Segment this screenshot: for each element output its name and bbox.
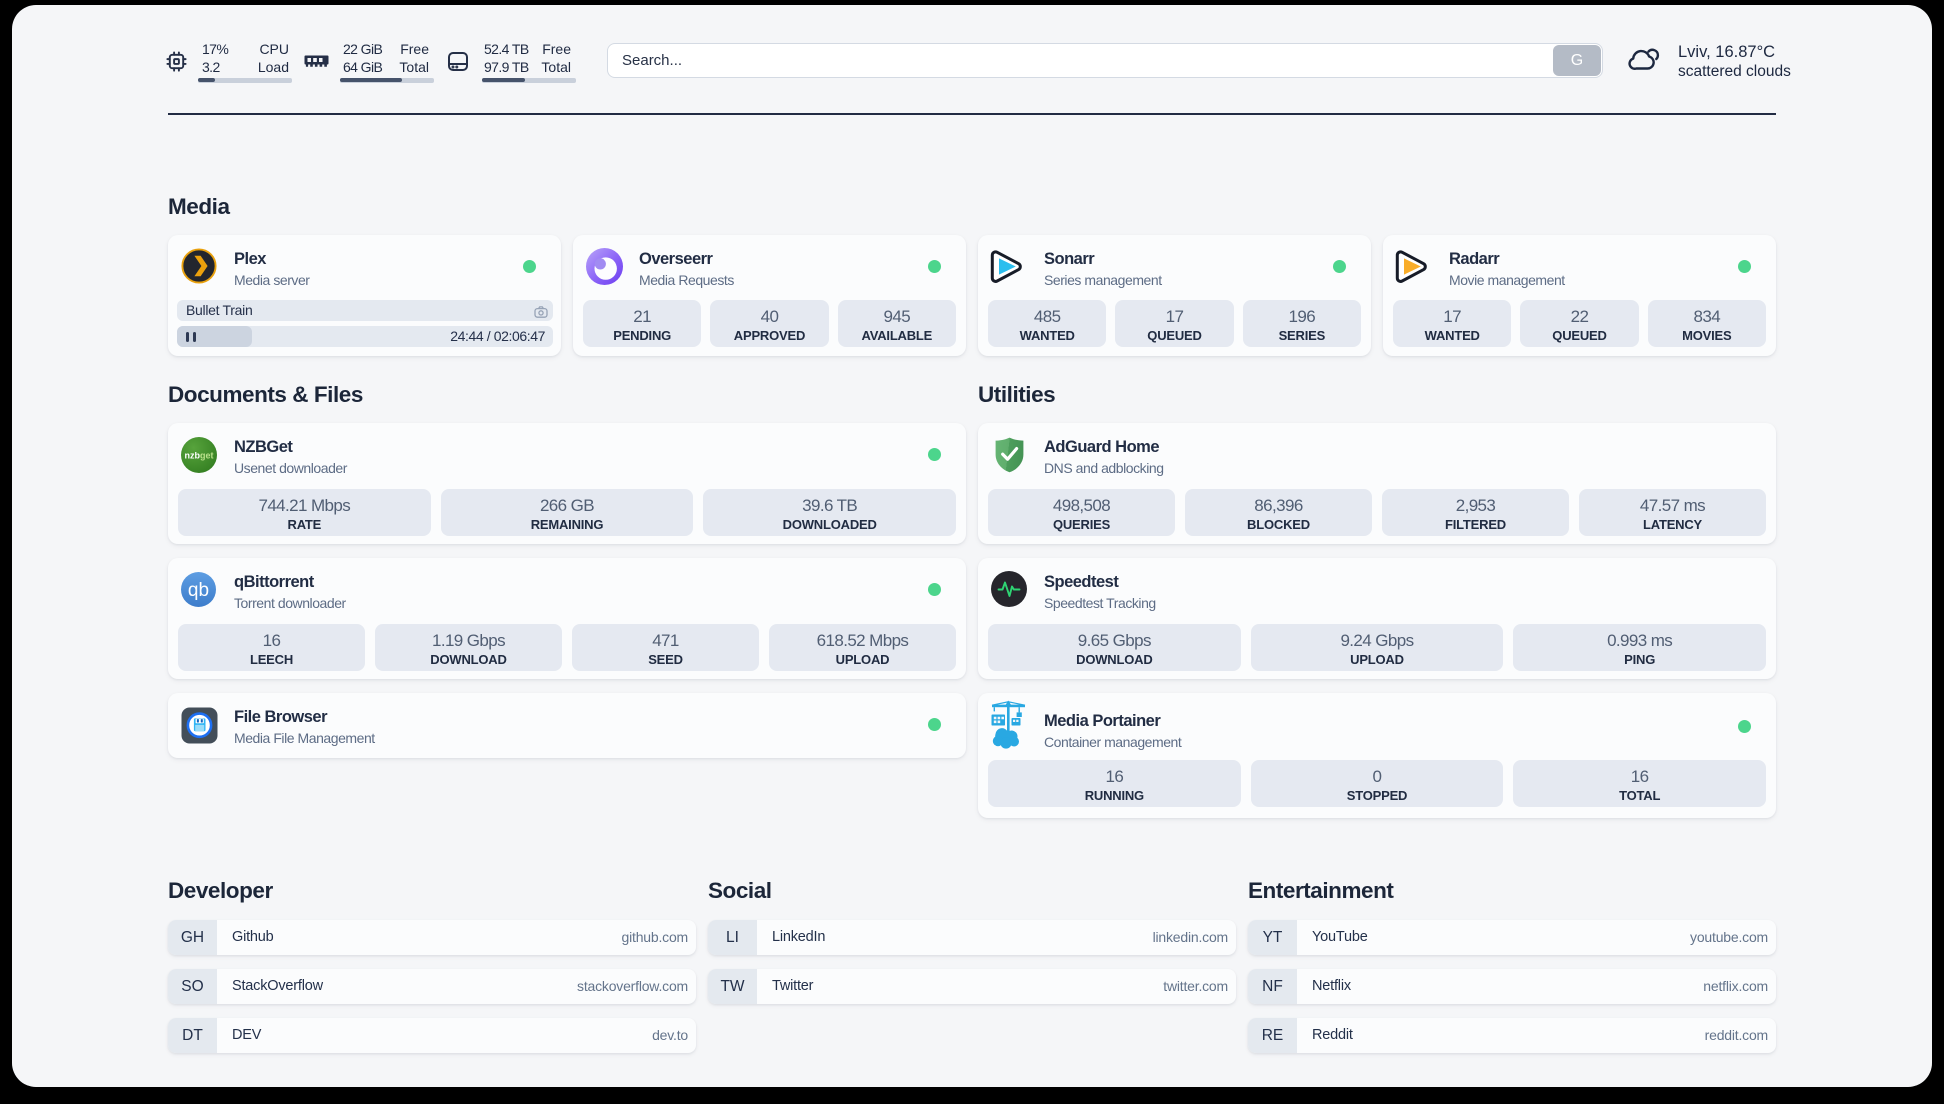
svg-text:qb: qb bbox=[188, 580, 209, 601]
svg-text:nzbget: nzbget bbox=[185, 451, 214, 461]
